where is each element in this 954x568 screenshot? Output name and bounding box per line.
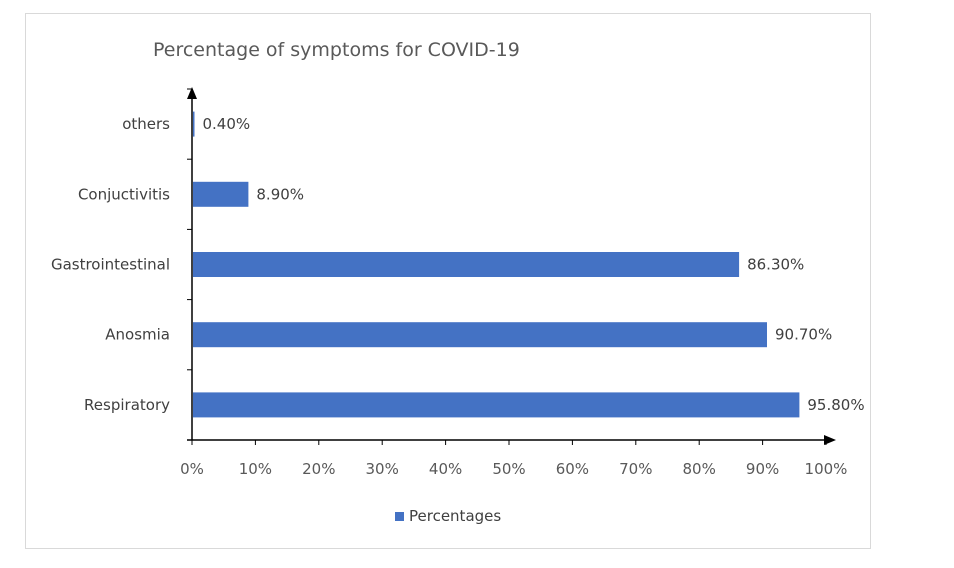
x-tick-label: 100%	[805, 460, 848, 478]
data-label-conjuctivitis: 8.90%	[256, 185, 304, 203]
category-label-conjuctivitis: Conjuctivitis	[78, 185, 170, 203]
axes-layer: Respiratory Anosmia Gastrointestinal Conjuc…	[51, 87, 847, 478]
chart-title: Percentage of symptoms for COVID-19	[153, 39, 520, 61]
bar-chart: Percentage of symptoms for COVID-19 95.8…	[51, 39, 865, 525]
y-axis-arrow	[187, 87, 197, 99]
x-tick-label: 0%	[180, 460, 204, 478]
data-label-gastrointestinal: 86.30%	[747, 256, 804, 274]
chart-container: Percentage of symptoms for COVID-19 95.8…	[25, 13, 871, 549]
category-label-respiratory: Respiratory	[84, 396, 170, 414]
x-tick-label: 90%	[746, 460, 779, 478]
x-tick-label: 20%	[302, 460, 335, 478]
x-tick-label: 10%	[239, 460, 272, 478]
x-tick-label: 50%	[492, 460, 525, 478]
bar-respiratory	[193, 392, 800, 418]
data-label-respiratory: 95.80%	[807, 396, 864, 414]
x-tick-label: 70%	[619, 460, 652, 478]
bar-others	[193, 111, 195, 137]
data-label-anosmia: 90.70%	[775, 326, 832, 344]
category-label-anosmia: Anosmia	[105, 326, 170, 344]
legend-swatch-percentages	[395, 512, 404, 521]
x-axis-arrow	[824, 435, 836, 445]
bars-layer: 95.80% 90.70% 86.30% 8.90% 0.40%	[193, 111, 865, 418]
category-label-others: others	[122, 115, 170, 133]
x-tick-label: 30%	[366, 460, 399, 478]
x-tick-label: 80%	[683, 460, 716, 478]
x-tick-label: 40%	[429, 460, 462, 478]
bar-gastrointestinal	[193, 252, 740, 277]
category-label-gastrointestinal: Gastrointestinal	[51, 256, 170, 274]
data-label-others: 0.40%	[203, 115, 251, 133]
legend: Percentages	[395, 507, 501, 525]
bar-conjuctivitis	[193, 181, 249, 207]
x-tick-label: 60%	[556, 460, 589, 478]
legend-label-percentages: Percentages	[409, 507, 501, 525]
bar-anosmia	[193, 322, 767, 348]
